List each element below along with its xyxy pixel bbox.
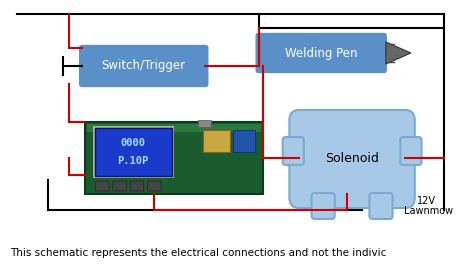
FancyBboxPatch shape	[401, 137, 421, 165]
Polygon shape	[386, 42, 411, 64]
FancyBboxPatch shape	[147, 181, 161, 191]
Text: 12V: 12V	[417, 196, 436, 206]
FancyBboxPatch shape	[290, 110, 415, 208]
FancyBboxPatch shape	[202, 130, 229, 152]
Text: P.10P: P.10P	[118, 156, 149, 166]
FancyBboxPatch shape	[198, 120, 211, 127]
FancyBboxPatch shape	[92, 126, 173, 178]
FancyBboxPatch shape	[87, 124, 261, 132]
Text: Switch/Trigger: Switch/Trigger	[101, 59, 186, 73]
Text: Welding Pen: Welding Pen	[285, 47, 357, 59]
Text: This schematic represents the electrical connections and not the indivic: This schematic represents the electrical…	[9, 248, 386, 258]
Text: 0000: 0000	[120, 138, 146, 148]
FancyBboxPatch shape	[94, 128, 172, 176]
FancyBboxPatch shape	[130, 181, 144, 191]
FancyBboxPatch shape	[283, 137, 304, 165]
FancyBboxPatch shape	[255, 32, 388, 74]
FancyBboxPatch shape	[369, 193, 392, 219]
FancyBboxPatch shape	[311, 193, 335, 219]
Text: Lawnmow: Lawnmow	[404, 206, 453, 216]
FancyBboxPatch shape	[85, 122, 264, 194]
FancyBboxPatch shape	[233, 130, 255, 152]
FancyBboxPatch shape	[95, 181, 109, 191]
FancyBboxPatch shape	[113, 181, 127, 191]
Text: Solenoid: Solenoid	[325, 153, 379, 165]
FancyBboxPatch shape	[78, 44, 210, 88]
